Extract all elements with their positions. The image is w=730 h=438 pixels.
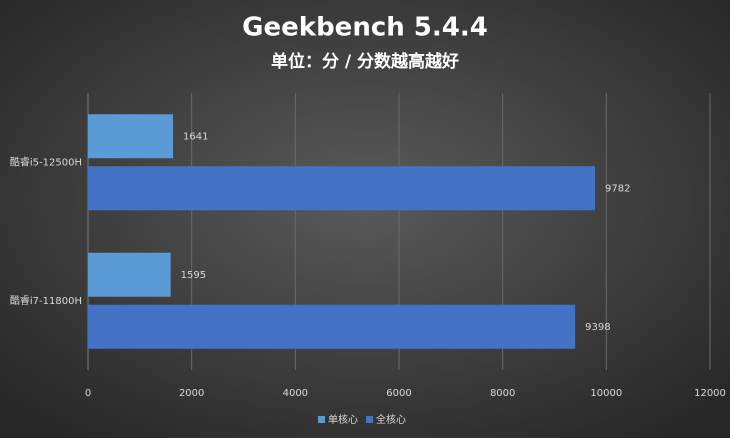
- legend-swatch: [318, 416, 325, 423]
- x-tick-label: 12000: [694, 388, 726, 399]
- legend-label: 单核心: [328, 413, 358, 426]
- data-label: 1595: [181, 270, 206, 281]
- bar: [88, 252, 171, 297]
- chart-title: Geekbench 5.4.4: [242, 13, 488, 43]
- data-label: 9782: [605, 183, 630, 194]
- bar: [88, 166, 596, 211]
- bar: [88, 114, 174, 159]
- x-tick-label: 4000: [283, 388, 308, 399]
- data-label: 1641: [183, 131, 208, 142]
- x-tick-label: 0: [85, 388, 91, 399]
- x-tick-label: 10000: [590, 388, 622, 399]
- bar: [88, 304, 576, 349]
- x-tick-label: 6000: [386, 388, 411, 399]
- y-tick-label: 酷睿i5-12500H: [10, 155, 82, 168]
- legend-label: 全核心: [376, 413, 406, 426]
- chart-subtitle: 单位：分 / 分数越高越好: [271, 51, 459, 72]
- y-tick-label: 酷睿i7-11800H: [10, 294, 82, 307]
- x-tick-label: 8000: [490, 388, 515, 399]
- data-label: 9398: [585, 322, 610, 333]
- x-tick-label: 2000: [179, 388, 204, 399]
- legend-swatch: [366, 416, 373, 423]
